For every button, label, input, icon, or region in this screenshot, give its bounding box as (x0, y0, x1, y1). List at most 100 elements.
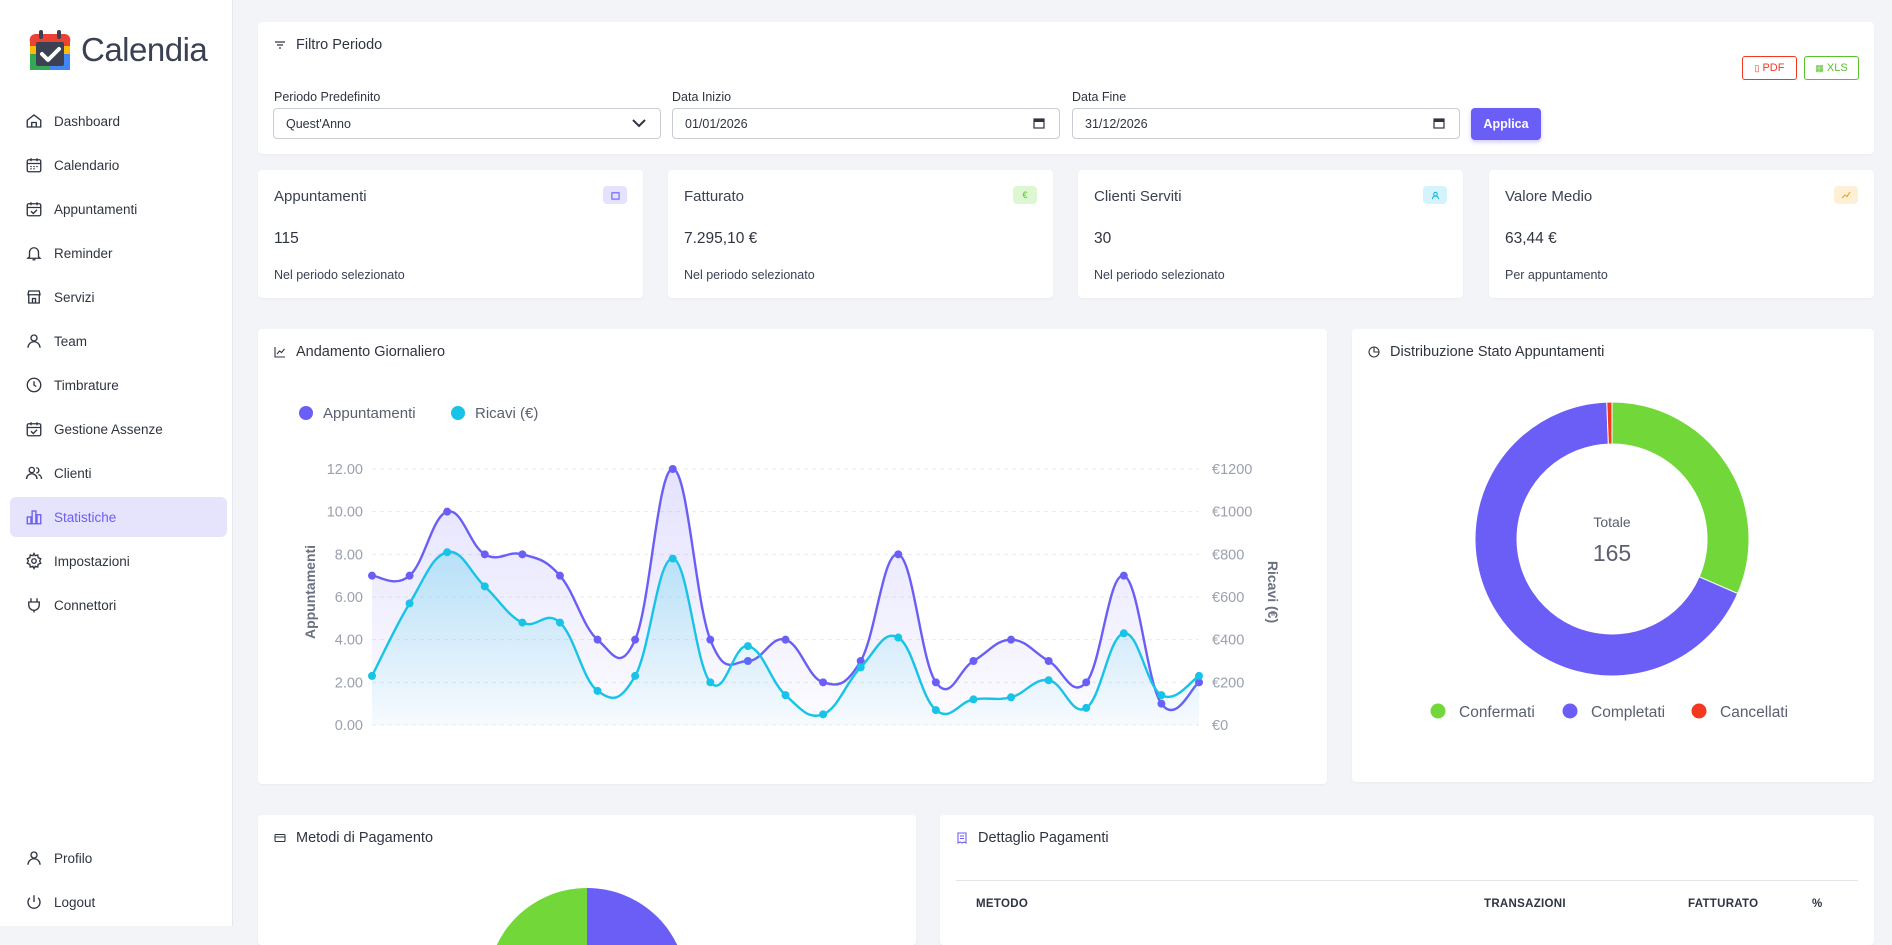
data-point[interactable] (668, 465, 677, 473)
data-point[interactable] (1044, 676, 1053, 685)
data-point[interactable] (593, 686, 602, 695)
chart-legend[interactable]: Appuntamenti Ricavi (€) (299, 405, 538, 422)
data-point[interactable] (856, 663, 865, 672)
calendar-check-icon (26, 202, 42, 217)
user-icon (27, 851, 41, 865)
sidebar-item-connettori[interactable]: Connettori (10, 585, 227, 625)
sidebar-item-servizi[interactable]: Servizi (10, 277, 227, 317)
data-point[interactable] (1157, 691, 1166, 700)
y-tick-label: 4.00 (335, 633, 363, 649)
data-point[interactable] (593, 635, 602, 644)
sidebar-item-dashboard[interactable]: Dashboard (10, 101, 227, 141)
data-point[interactable] (631, 671, 640, 680)
sidebar-item-gestione-assenze[interactable]: Gestione Assenze (10, 409, 227, 449)
sidebar-item-label: Connettori (54, 597, 117, 613)
sidebar-item-timbrature[interactable]: Timbrature (10, 365, 227, 405)
data-point[interactable] (631, 635, 640, 644)
data-point[interactable] (555, 571, 564, 580)
legend-swatch-cancellati (1691, 703, 1707, 719)
data-point[interactable] (1082, 703, 1091, 712)
y-right-tick-label: €1000 (1212, 505, 1252, 521)
donut-slice-confermati[interactable] (1611, 401, 1750, 595)
data-point[interactable] (894, 550, 903, 559)
export-xls-button[interactable]: ▦ XLS (1804, 56, 1859, 80)
data-point[interactable] (781, 635, 790, 644)
calendar-picker-icon[interactable] (1033, 117, 1045, 129)
data-point[interactable] (405, 571, 414, 580)
data-point[interactable] (819, 678, 828, 687)
sidebar-item-profilo[interactable]: Profilo (10, 838, 227, 878)
data-point[interactable] (781, 691, 790, 700)
data-point[interactable] (856, 657, 865, 665)
sidebar-item-logout[interactable]: Logout (10, 882, 227, 922)
preset-select[interactable]: Quest'Anno (273, 108, 661, 139)
clock-icon (26, 377, 42, 393)
y-axis-left: 12.00 10.00 8.00 6.00 4.00 2.00 0.00 (327, 462, 363, 734)
column-header-fatturato[interactable]: FATTURATO (1688, 898, 1759, 910)
data-point[interactable] (706, 635, 715, 644)
sidebar-item-appuntamenti[interactable]: Appuntamenti (10, 189, 227, 229)
series-area-ricavi (372, 551, 1199, 725)
calendar-picker-icon[interactable] (1433, 117, 1445, 129)
data-point[interactable] (894, 633, 903, 642)
start-date-label: Data Inizio (672, 90, 732, 104)
data-point[interactable] (706, 678, 715, 687)
payment-details-title: Dettaglio Pagamenti (956, 830, 1109, 846)
filter-card: Filtro Periodo ▯ PDF ▦ XLS Periodo Predefi… (258, 22, 1874, 154)
sidebar-item-calendario[interactable]: Calendario (10, 145, 227, 185)
data-point[interactable] (405, 599, 414, 608)
end-date-input[interactable]: 31/12/2026 (1072, 108, 1460, 139)
data-point[interactable] (1119, 629, 1128, 638)
data-point[interactable] (443, 507, 452, 516)
data-point[interactable] (743, 642, 752, 651)
data-point[interactable] (1082, 678, 1091, 687)
plug-icon (28, 598, 40, 613)
donut-legend[interactable]: Confermati Completati Cancellati (1430, 703, 1789, 722)
table-header-divider (956, 880, 1858, 881)
data-point[interactable] (969, 695, 978, 704)
legend-swatch-completati (1562, 703, 1578, 719)
data-point[interactable] (969, 657, 978, 665)
data-point[interactable] (1119, 571, 1128, 580)
sidebar-item-reminder[interactable]: Reminder (10, 233, 227, 273)
start-date-input[interactable]: 01/01/2026 (672, 108, 1060, 139)
data-point[interactable] (368, 571, 376, 580)
sidebar-item-statistiche[interactable]: Statistiche (10, 497, 227, 537)
chart-series (368, 465, 1203, 725)
data-point[interactable] (931, 706, 940, 715)
donut-slice-completati[interactable] (1474, 401, 1739, 677)
data-point[interactable] (931, 678, 940, 687)
app-logo[interactable]: Calendia (28, 28, 208, 72)
power-icon (27, 895, 41, 909)
data-point[interactable] (1007, 693, 1016, 702)
y-axis-right-label: Ricavi (€) (1265, 561, 1281, 623)
data-point[interactable] (480, 582, 489, 591)
y-axis-right: €1200 €1000 €800 €600 €400 €200 €0 (1212, 462, 1252, 734)
data-point[interactable] (518, 618, 527, 627)
column-header-transazioni[interactable]: TRANSAZIONI (1484, 898, 1566, 910)
data-point[interactable] (1195, 671, 1203, 680)
sidebar-item-team[interactable]: Team (10, 321, 227, 361)
donut-slice-cancellati[interactable] (1606, 401, 1613, 445)
data-point[interactable] (668, 554, 677, 563)
data-point[interactable] (819, 710, 828, 719)
sidebar-item-impostazioni[interactable]: Impostazioni (10, 541, 227, 581)
column-header-percent[interactable]: % (1812, 898, 1823, 910)
data-point[interactable] (518, 550, 527, 559)
sidebar-item-label: Statistiche (54, 509, 117, 525)
apply-button[interactable]: Applica (1471, 108, 1541, 140)
calendar-icon (26, 158, 42, 173)
export-pdf-button[interactable]: ▯ PDF (1742, 56, 1797, 80)
data-point[interactable] (443, 548, 452, 557)
home-icon (26, 114, 42, 128)
data-point[interactable] (480, 550, 489, 559)
data-point[interactable] (368, 671, 376, 680)
column-header-metodo[interactable]: METODO (976, 898, 1029, 910)
status-donut-chart: Totale 165 Confermati Completati Cancell… (1430, 401, 1789, 722)
data-point[interactable] (555, 618, 564, 627)
sidebar-item-clienti[interactable]: Clienti (10, 453, 227, 493)
data-point[interactable] (1044, 657, 1053, 665)
sidebar-item-label: Logout (54, 894, 96, 910)
data-point[interactable] (1007, 635, 1016, 644)
y-right-tick-label: €200 (1212, 675, 1244, 691)
